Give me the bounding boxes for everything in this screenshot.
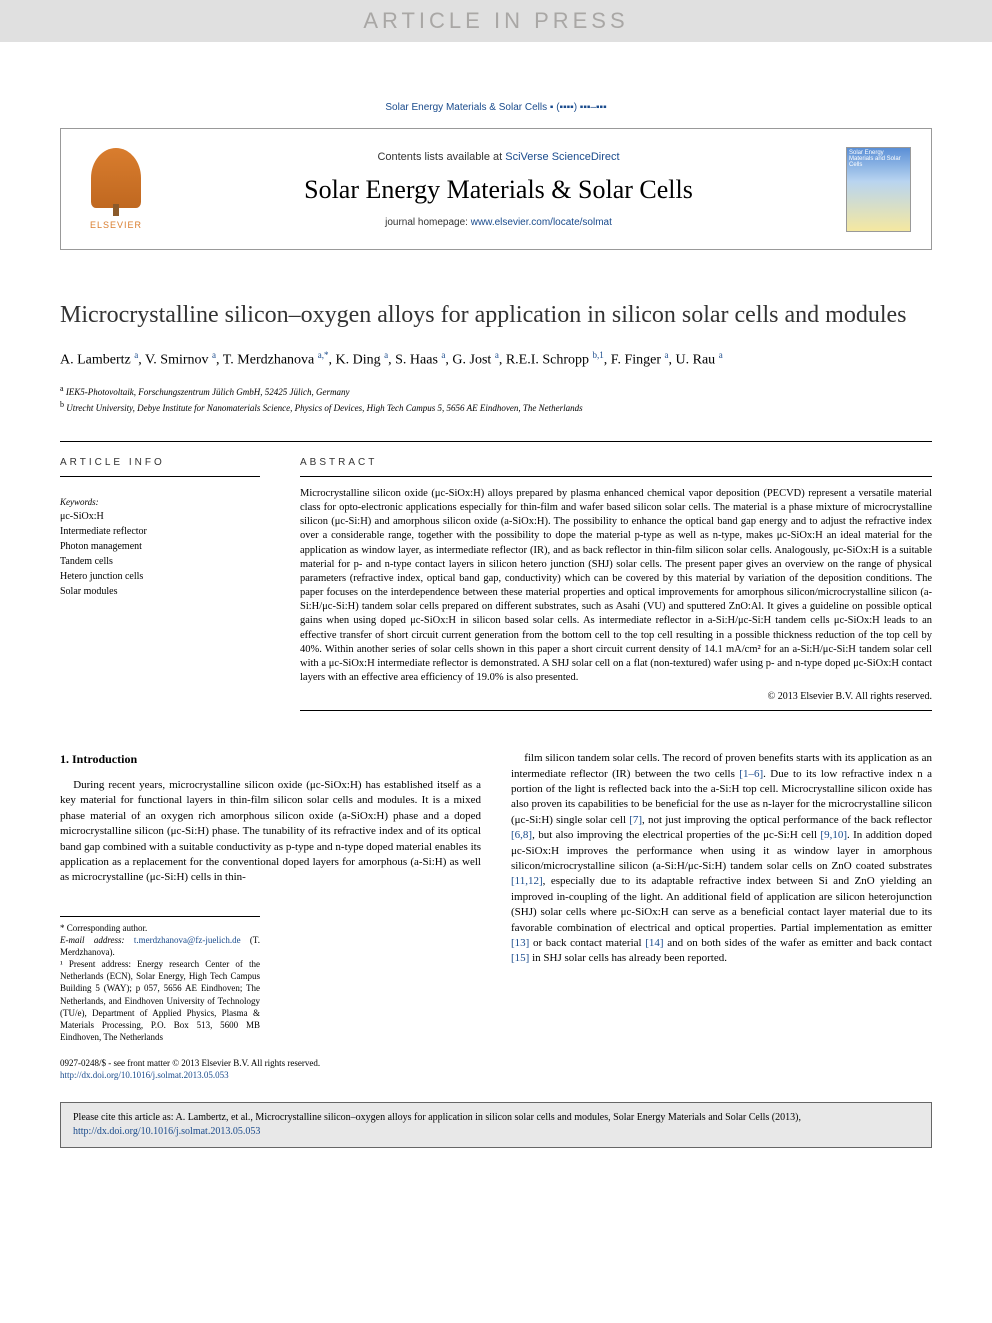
authors: A. Lambertz a, V. Smirnov a, T. Merdzhan… [60, 349, 932, 371]
divider [60, 441, 932, 442]
body-paragraph: film silicon tandem solar cells. The rec… [511, 751, 932, 966]
front-matter: 0927-0248/$ - see front matter © 2013 El… [60, 1058, 481, 1081]
abstract-text: Microcrystalline silicon oxide (μc-SiOx:… [300, 487, 932, 685]
email-link[interactable]: t.merdzhanova@fz-juelich.de [134, 935, 241, 945]
body-column-right: film silicon tandem solar cells. The rec… [511, 751, 932, 1081]
affiliation-a: a IEK5-Photovoltaik, Forschungszentrum J… [60, 383, 932, 400]
abstract-divider [300, 476, 932, 477]
keyword: Intermediate reflector [60, 524, 260, 539]
info-abstract-row: ARTICLE INFO Keywords: μc-SiOx:H Interme… [60, 457, 932, 711]
article-title: Microcrystalline silicon–oxygen alloys f… [60, 300, 932, 331]
email-label: E-mail address: [60, 935, 134, 945]
body-columns: 1. Introduction During recent years, mic… [60, 751, 932, 1081]
keywords-label: Keywords: [60, 497, 260, 507]
keyword: μc-SiOx:H [60, 509, 260, 524]
keyword: Solar modules [60, 584, 260, 599]
masthead: ELSEVIER Contents lists available at Sci… [60, 128, 932, 250]
article-info-label: ARTICLE INFO [60, 457, 260, 468]
keyword: Hetero junction cells [60, 569, 260, 584]
body-column-left: 1. Introduction During recent years, mic… [60, 751, 481, 1081]
article-in-press-banner: ARTICLE IN PRESS [0, 0, 992, 42]
email-line: E-mail address: t.merdzhanova@fz-juelich… [60, 934, 260, 958]
journal-reference: Solar Energy Materials & Solar Cells ▪ (… [60, 102, 932, 113]
homepage-prefix: journal homepage: [385, 217, 471, 228]
sciencedirect-link[interactable]: SciVerse ScienceDirect [505, 151, 619, 163]
cover-thumb-label: Solar Energy Materials and Solar Cells [847, 148, 910, 170]
masthead-center: Contents lists available at SciVerse Sci… [171, 151, 826, 228]
footnotes: * Corresponding author. E-mail address: … [60, 916, 260, 1043]
section-heading: 1. Introduction [60, 751, 481, 768]
elsevier-tree-icon [91, 148, 141, 208]
contents-prefix: Contents lists available at [377, 151, 505, 163]
present-address: ¹ Present address: Energy research Cente… [60, 958, 260, 1043]
abstract-copyright: © 2013 Elsevier B.V. All rights reserved… [300, 691, 932, 702]
keyword: Tandem cells [60, 554, 260, 569]
journal-title: Solar Energy Materials & Solar Cells [171, 175, 826, 205]
info-divider [60, 476, 260, 477]
citation-text: Please cite this article as: A. Lambertz… [73, 1112, 801, 1123]
contents-line: Contents lists available at SciVerse Sci… [171, 151, 826, 163]
keyword: Photon management [60, 539, 260, 554]
body-paragraph: During recent years, microcrystalline si… [60, 778, 481, 886]
corresponding-author: * Corresponding author. [60, 922, 260, 934]
elsevier-logo: ELSEVIER [81, 144, 151, 234]
article-info-column: ARTICLE INFO Keywords: μc-SiOx:H Interme… [60, 457, 260, 711]
front-matter-line: 0927-0248/$ - see front matter © 2013 El… [60, 1058, 481, 1070]
journal-cover-thumb: Solar Energy Materials and Solar Cells [846, 147, 911, 232]
affiliations: a IEK5-Photovoltaik, Forschungszentrum J… [60, 383, 932, 416]
citation-doi-link[interactable]: http://dx.doi.org/10.1016/j.solmat.2013.… [73, 1126, 260, 1137]
keywords-list: μc-SiOx:H Intermediate reflector Photon … [60, 509, 260, 599]
abstract-label: ABSTRACT [300, 457, 932, 468]
abstract-column: ABSTRACT Microcrystalline silicon oxide … [300, 457, 932, 711]
affiliation-b: b Utrecht University, Debye Institute fo… [60, 399, 932, 416]
doi-link[interactable]: http://dx.doi.org/10.1016/j.solmat.2013.… [60, 1070, 229, 1080]
abstract-bottom-divider [300, 710, 932, 711]
homepage-link[interactable]: www.elsevier.com/locate/solmat [471, 217, 612, 228]
elsevier-label: ELSEVIER [90, 220, 142, 230]
citation-box: Please cite this article as: A. Lambertz… [60, 1102, 932, 1148]
homepage-line: journal homepage: www.elsevier.com/locat… [171, 217, 826, 228]
page-container: Solar Energy Materials & Solar Cells ▪ (… [0, 42, 992, 1188]
